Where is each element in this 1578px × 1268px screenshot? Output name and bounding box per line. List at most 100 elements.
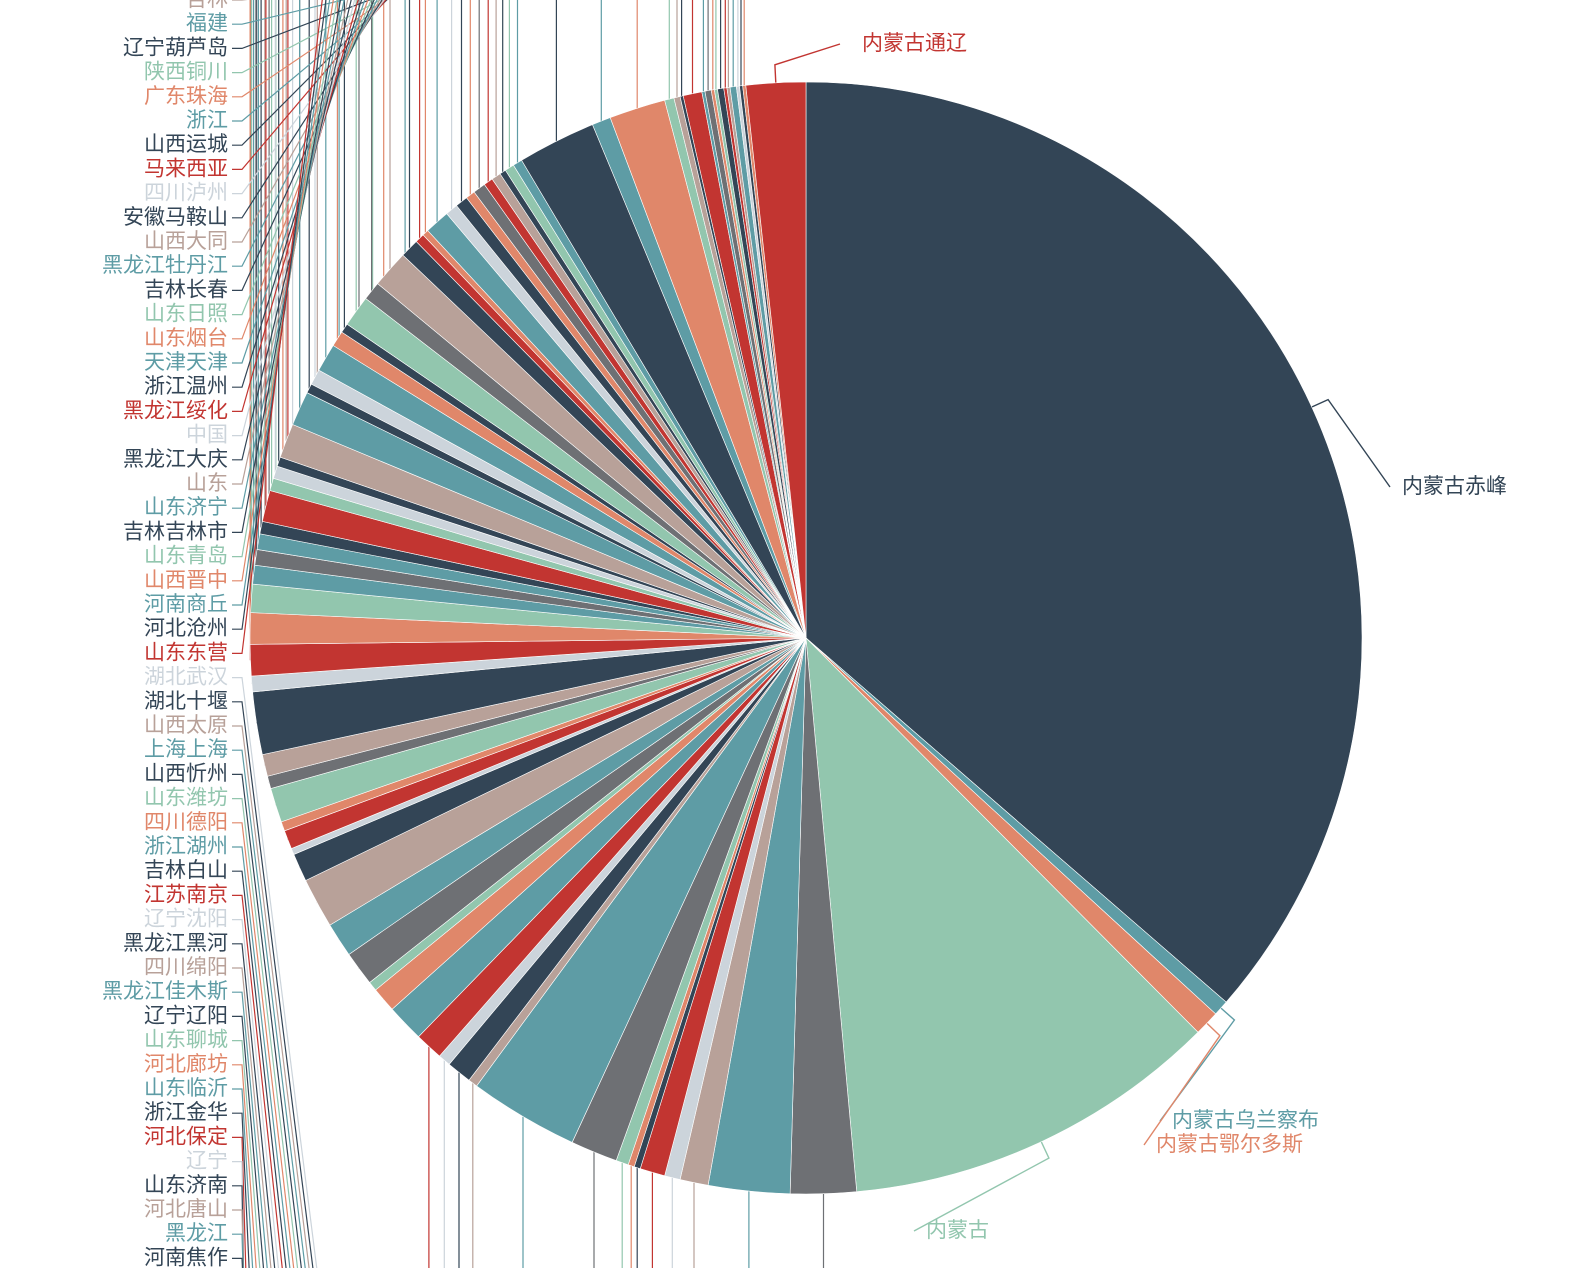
- pie-slice[interactable]: [745, 81, 807, 639]
- label-leader-line: [232, 0, 331, 606]
- label-leader-line: [232, 0, 338, 558]
- slice-label: 江苏南京: [144, 882, 228, 906]
- slice-label: 吉林白山: [144, 858, 228, 882]
- slice-label: 黑龙江绥化: [123, 398, 228, 422]
- label-leader-line: [232, 1233, 244, 1268]
- label-leader-line: [232, 991, 268, 1268]
- slice-label: 山西运城: [144, 132, 228, 156]
- slice-label: 黑龙江大庆: [123, 447, 228, 471]
- pie-slice[interactable]: [805, 81, 1363, 1003]
- slice-label: 上海上海: [144, 737, 228, 761]
- label-leader-line: [232, 918, 280, 1268]
- label-leader-line: [232, 773, 302, 1268]
- slice-label: 内蒙古: [926, 1218, 989, 1242]
- label-leader-line: [232, 1257, 244, 1268]
- slice-label: 四川泸州: [144, 181, 228, 205]
- slice-label: 山东青岛: [144, 544, 228, 568]
- slice-label: 河北廊坊: [144, 1052, 228, 1076]
- slice-label: 山西晋中: [144, 568, 228, 592]
- slice-label: 河北沧州: [144, 616, 228, 640]
- label-leader-line: [232, 943, 276, 1268]
- slice-label: 山东济南: [144, 1173, 228, 1197]
- label-leader-line: [232, 1136, 247, 1268]
- label-leader-line: [232, 0, 388, 122]
- label-leader-line: [232, 676, 318, 1268]
- slice-label: 浙江金华: [144, 1100, 228, 1124]
- slice-label: 浙江: [186, 108, 228, 132]
- label-leader-line: [232, 846, 291, 1268]
- slice-label: 中国: [186, 423, 228, 447]
- slice-label: 吉林吉林市: [123, 519, 228, 543]
- label-leader-line: [232, 1015, 265, 1268]
- label-leader-line: [232, 822, 295, 1268]
- slice-label: 马来西亚: [144, 156, 228, 180]
- slice-label: 山东潍坊: [144, 786, 228, 810]
- slice-label: 内蒙古赤峰: [1402, 474, 1507, 498]
- pie-slice[interactable]: [805, 637, 1199, 1193]
- slice-label: 山东聊城: [144, 1028, 228, 1052]
- slice-label: 河北唐山: [144, 1197, 228, 1221]
- slice-label: 山东东营: [144, 640, 228, 664]
- slice-label: 湖北武汉: [144, 665, 228, 689]
- slice-label: 广东珠海: [144, 84, 228, 108]
- slice-label: 河南焦作: [144, 1245, 228, 1268]
- label-leader-line: [232, 1088, 254, 1268]
- slice-label: 山东济宁: [144, 495, 228, 519]
- label-leader-line: [232, 0, 342, 534]
- label-leader-line: [232, 0, 385, 195]
- label-leader-line: [232, 0, 382, 74]
- label-leader-line: [232, 0, 349, 485]
- slice-label: 辽宁沈阳: [144, 907, 228, 931]
- slice-label: 河北保定: [144, 1124, 228, 1148]
- label-leader-line: [232, 0, 323, 655]
- label-leader-line: [232, 725, 310, 1268]
- slice-label: 四川德阳: [144, 810, 228, 834]
- slice-label: 福建: [186, 11, 228, 35]
- slice-label: 安徽马鞍山: [123, 205, 228, 229]
- slice-label: 内蒙古鄂尔多斯: [1156, 1132, 1303, 1156]
- label-leader-line: [232, 0, 327, 630]
- slice-label: 吉林: [186, 0, 228, 11]
- label-leader-line: [232, 967, 272, 1268]
- slice-label: 浙江湖州: [144, 834, 228, 858]
- label-leader-line: [232, 0, 352, 461]
- label-leader-line: [232, 797, 299, 1268]
- slice-label: 山西忻州: [144, 761, 228, 785]
- slice-label: 辽宁: [186, 1149, 228, 1173]
- slice-label: 河南商丘: [144, 592, 228, 616]
- label-leader-line: [232, 1064, 257, 1268]
- slice-label: 黑龙江牡丹江: [102, 253, 228, 277]
- slice-label: 辽宁葫芦岛: [123, 35, 228, 59]
- slice-label: 山西太原: [144, 713, 228, 737]
- slice-label: 黑龙江佳木斯: [102, 979, 228, 1003]
- slice-label: 湖北十堰: [144, 689, 228, 713]
- slice-label: 山东: [186, 471, 228, 495]
- slice-label: 山西大同: [144, 229, 228, 253]
- label-leader-line: [232, 701, 314, 1268]
- label-leader-line: [232, 1112, 250, 1268]
- label-leader-line: [232, 0, 346, 25]
- label-leader-line: [232, 0, 387, 170]
- label-leader-line: [1143, 1022, 1221, 1146]
- slice-label: 内蒙古通辽: [862, 31, 967, 55]
- label-leader-line: [232, 0, 381, 243]
- slice-label: 天津天津: [144, 350, 228, 374]
- slice-label: 山东临沂: [144, 1076, 228, 1100]
- label-leader-line: [232, 894, 283, 1268]
- slice-label: 辽宁辽阳: [144, 1003, 228, 1027]
- leader-lines: [232, 0, 1391, 1268]
- pie-slices: [249, 81, 1363, 1195]
- label-leader-line: [232, 1039, 261, 1268]
- label-leader-line: [232, 0, 372, 50]
- slice-label: 陕西铜川: [144, 60, 228, 84]
- label-leader-line: [232, 870, 287, 1268]
- slice-labels: 吉林福建辽宁葫芦岛陕西铜川广东珠海浙江山西运城马来西亚四川泸州安徽马鞍山山西大同…: [102, 0, 1507, 1268]
- label-leader-line: [232, 0, 386, 98]
- slice-label: 黑龙江: [165, 1221, 228, 1245]
- label-leader-line: [232, 0, 388, 146]
- slice-label: 内蒙古乌兰察布: [1172, 1108, 1319, 1132]
- label-leader-line: [232, 0, 334, 582]
- slice-label: 浙江温州: [144, 374, 228, 398]
- slice-label: 山东烟台: [144, 326, 228, 350]
